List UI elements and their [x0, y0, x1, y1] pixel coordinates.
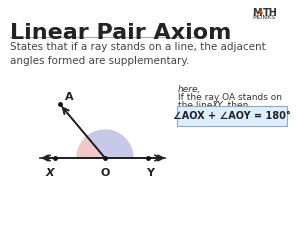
Text: If the ray OA stands on: If the ray OA stands on	[178, 93, 282, 102]
Text: X: X	[46, 168, 54, 178]
Text: XY: XY	[211, 101, 223, 110]
Text: O: O	[100, 168, 110, 178]
Text: States that if a ray stands on a line, the adjacent
angles formed are supplement: States that if a ray stands on a line, t…	[10, 42, 266, 66]
Text: Linear Pair Axiom: Linear Pair Axiom	[10, 23, 231, 43]
Wedge shape	[77, 137, 105, 158]
Text: TH: TH	[263, 8, 278, 18]
Text: A: A	[65, 92, 74, 102]
Text: MONKS: MONKS	[252, 15, 275, 20]
Text: , then: , then	[222, 101, 248, 110]
Wedge shape	[87, 130, 133, 158]
Text: ▲: ▲	[258, 8, 263, 14]
Text: M: M	[252, 8, 262, 18]
Text: ∠AOX + ∠AOY = 180°: ∠AOX + ∠AOY = 180°	[173, 111, 291, 121]
Text: Y: Y	[146, 168, 154, 178]
Text: here,: here,	[178, 85, 201, 94]
FancyBboxPatch shape	[177, 106, 287, 126]
Text: the line: the line	[178, 101, 215, 110]
